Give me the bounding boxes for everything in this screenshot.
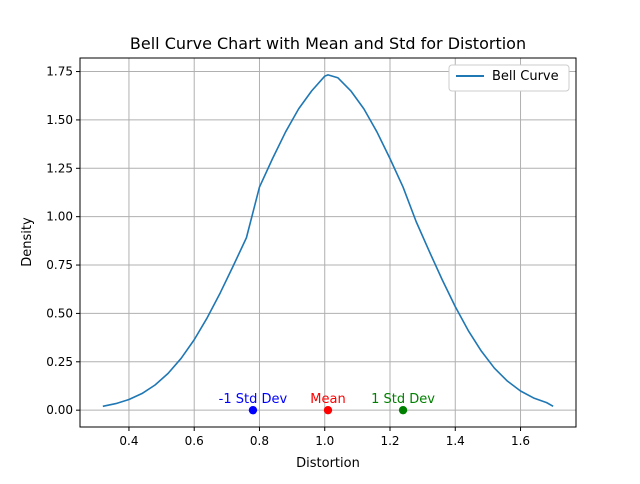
x-tick-label: 0.4 xyxy=(119,434,138,448)
series-line-bell-curve xyxy=(102,74,554,408)
y-tick-label: 0.00 xyxy=(46,403,73,417)
y-tick-label: 1.50 xyxy=(46,113,73,127)
marker-point-1-std-dev xyxy=(398,405,408,415)
y-axis-ticks: 0.00 0.25 0.50 0.75 1.00 1.25 1.50 1.75 xyxy=(46,65,80,417)
x-tick-label: 1.2 xyxy=(380,434,399,448)
legend-label-bell-curve: Bell Curve xyxy=(492,69,559,84)
plot-frame xyxy=(79,57,577,428)
marker-label-1-std-dev: 1 Std Dev xyxy=(371,392,435,407)
chart-title: Bell Curve Chart with Mean and Std for D… xyxy=(130,34,526,53)
x-tick-label: 1.6 xyxy=(511,434,530,448)
x-axis-ticks: 0.4 0.6 0.8 1.0 1.2 1.4 1.6 xyxy=(119,427,530,448)
y-axis-label: Density xyxy=(20,217,35,267)
y-tick-label: 1.75 xyxy=(46,65,73,79)
marker-point-1-std-dev xyxy=(248,405,258,415)
x-tick-label: 1.4 xyxy=(446,434,465,448)
marker-label-mean: Mean xyxy=(310,392,345,407)
y-tick-label: 0.25 xyxy=(46,355,73,369)
marker-label-1-std-dev: -1 Std Dev xyxy=(219,392,288,407)
x-tick-label: 1.0 xyxy=(315,434,334,448)
grid xyxy=(80,58,576,427)
legend: Bell Curve xyxy=(448,64,570,92)
marker-point-mean xyxy=(323,405,333,415)
x-tick-label: 0.8 xyxy=(250,434,269,448)
y-tick-label: 1.25 xyxy=(46,161,73,175)
y-tick-label: 0.50 xyxy=(46,306,73,320)
y-tick-label: 0.75 xyxy=(46,258,73,272)
x-tick-label: 0.6 xyxy=(185,434,204,448)
x-axis-label: Distortion xyxy=(296,456,360,471)
markers-layer: -1 Std Dev Mean 1 Std Dev xyxy=(219,392,435,415)
legend-box xyxy=(448,64,570,92)
y-tick-label: 1.00 xyxy=(46,210,73,224)
series-layer xyxy=(102,74,554,408)
